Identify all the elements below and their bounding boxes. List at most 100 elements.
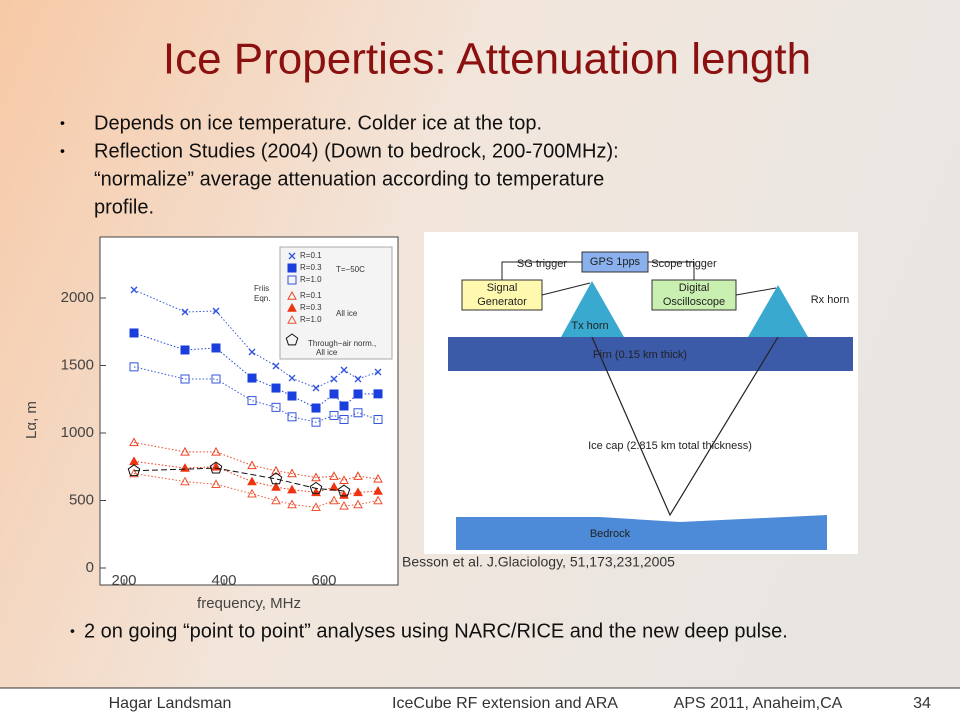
x-tick-label: 600 — [311, 572, 336, 589]
legend-marker — [285, 333, 299, 346]
point — [211, 343, 221, 353]
legend-label: R=1.0 — [300, 315, 322, 324]
ray — [591, 336, 779, 517]
firn-label: Firn (0.15 km thick) — [593, 349, 687, 361]
legend-marker — [287, 302, 297, 312]
gps: GPS 1pps — [590, 256, 641, 268]
legend-label: R=0.3 — [300, 303, 322, 312]
x-tick-label: 200 — [111, 572, 136, 589]
point — [287, 391, 297, 401]
point — [329, 495, 339, 505]
point — [339, 415, 349, 425]
point — [309, 481, 323, 494]
y-tick-label: 0 — [86, 559, 94, 576]
legend-marker — [287, 314, 297, 324]
scope-trigger: Scope trigger — [651, 258, 717, 270]
bullet-dot: • — [70, 623, 75, 639]
y-tick-label: 1000 — [61, 424, 94, 441]
bedrock — [456, 515, 827, 550]
legend-label: Through−air norm., — [308, 339, 376, 348]
point — [374, 368, 382, 376]
point — [211, 479, 221, 488]
point — [373, 389, 383, 399]
point — [271, 383, 281, 393]
y-tick-label: 500 — [69, 491, 94, 508]
point — [339, 401, 349, 411]
sg-trigger: SG trigger — [517, 258, 567, 270]
point — [181, 308, 189, 316]
point — [248, 348, 256, 356]
point — [339, 500, 349, 510]
osc-box — [651, 279, 737, 311]
point — [353, 389, 363, 399]
point — [353, 471, 363, 480]
point — [340, 366, 348, 374]
point — [330, 375, 338, 383]
point — [211, 446, 221, 456]
series-line — [133, 441, 379, 481]
legend-box — [279, 246, 393, 360]
point — [311, 417, 321, 427]
sg-box — [461, 279, 543, 311]
point — [271, 402, 281, 412]
rx-horn — [748, 285, 808, 337]
legend-label: Friis — [254, 284, 269, 293]
point — [271, 481, 281, 491]
osc-label: Digital — [679, 282, 710, 294]
series-line — [133, 467, 345, 492]
legend-label: All ice — [316, 348, 338, 357]
bullet-text: Reflection Studies (2004) (Down to bedro… — [94, 140, 619, 162]
point — [269, 472, 283, 485]
point — [211, 374, 221, 384]
bottom-bullet: 2 on going “point to point” analyses usi… — [84, 620, 788, 642]
point — [287, 412, 297, 422]
x-axis-label: frequency, MHz — [197, 595, 301, 612]
point — [329, 389, 339, 399]
point — [329, 471, 339, 480]
firn — [448, 337, 853, 371]
point — [272, 362, 280, 370]
point — [130, 286, 138, 294]
legend-marker — [287, 290, 297, 300]
legend-label: All ice — [336, 309, 358, 318]
point — [129, 468, 139, 478]
y-tick-label: 1500 — [61, 356, 94, 373]
title: Ice Properties: Attenuation length — [163, 35, 811, 84]
point — [287, 499, 297, 509]
caption: Besson et al. J.Glaciology, 51,173,231,2… — [402, 554, 675, 570]
bullet-dot: • — [60, 115, 65, 131]
tx-label: Tx horn — [571, 320, 608, 332]
icecap-label: Ice cap (2.815 km total thickness) — [588, 440, 752, 452]
wires — [501, 261, 777, 296]
point — [353, 487, 363, 497]
plot: 0 500 1000 1500 2000 200 400 600 frequency, MHz L… — [23, 246, 393, 612]
point — [287, 484, 297, 494]
osc-label: Oscilloscope — [663, 296, 725, 308]
point — [312, 384, 320, 392]
point — [353, 408, 363, 418]
legend-label: R=0.3 — [300, 263, 322, 272]
point — [129, 437, 139, 447]
point — [373, 415, 383, 425]
point — [180, 374, 190, 384]
point — [127, 464, 141, 477]
bullet-text: “normalize” average attenuation accordin… — [94, 168, 604, 190]
point — [329, 410, 339, 420]
series-line — [133, 366, 379, 423]
bedrock-label: Bedrock — [590, 528, 631, 540]
point — [337, 484, 351, 497]
diagram: GPS 1pps SG trigger Scope trigger Signal… — [424, 232, 858, 554]
point — [180, 446, 190, 456]
legend-marker — [287, 263, 297, 273]
point — [311, 472, 321, 482]
point — [129, 362, 139, 372]
point — [354, 375, 362, 383]
point — [247, 476, 257, 486]
legend-label: T=−50C — [336, 265, 365, 274]
sg-label: Signal — [487, 282, 518, 294]
point — [247, 396, 257, 406]
point — [247, 373, 257, 383]
point — [287, 468, 297, 478]
point — [373, 495, 383, 505]
